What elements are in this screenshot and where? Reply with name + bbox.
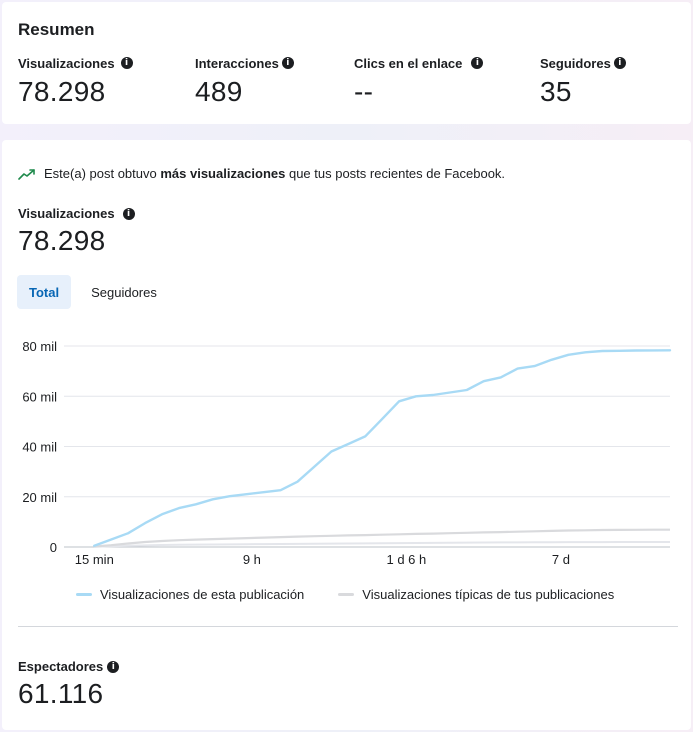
series-line-baseline bbox=[94, 541, 670, 548]
metric-seguidores: Seguidores i 35 bbox=[540, 55, 626, 108]
y-tick-label: 40 mil bbox=[22, 440, 57, 455]
metric-label: Clics en el enlace bbox=[354, 55, 463, 71]
metric-label: Seguidores bbox=[540, 55, 611, 71]
info-icon[interactable]: i bbox=[281, 57, 294, 69]
legend-item-post[interactable]: Visualizaciones de esta publicación bbox=[76, 587, 304, 602]
legend-label: Visualizaciones de esta publicación bbox=[100, 587, 305, 602]
views-line-chart: 0 20 mil 40 mil 60 mil 80 mil 15 min 9 h 1 d 6 … bbox=[22, 339, 672, 567]
spectators-value: 61.116 bbox=[18, 678, 104, 709]
info-icon[interactable]: i bbox=[471, 57, 484, 69]
x-tick-label: 1 d 6 h bbox=[387, 552, 427, 567]
metric-value: -- bbox=[354, 76, 374, 107]
chart-tabs: Total Seguidores bbox=[17, 275, 169, 309]
x-tick-label: 7 d bbox=[552, 552, 570, 567]
info-icon[interactable]: i bbox=[120, 57, 133, 69]
tab-total[interactable]: Total bbox=[17, 275, 72, 309]
summary-title: Resumen bbox=[18, 20, 95, 39]
metric-clics-enlace: Clics en el enlace i -- bbox=[354, 55, 484, 108]
x-tick-label: 15 min bbox=[75, 552, 114, 567]
y-tick-label: 20 mil bbox=[22, 490, 57, 505]
y-tick-label: 80 mil bbox=[22, 339, 57, 354]
info-icon[interactable]: i bbox=[613, 57, 626, 69]
spectators-metric: Espectadores i 61.116 bbox=[18, 659, 120, 710]
metric-label: Visualizaciones bbox=[18, 55, 115, 71]
series-line-post bbox=[93, 349, 672, 547]
y-tick-label: 60 mil bbox=[22, 389, 57, 404]
series-line-typical bbox=[94, 528, 670, 548]
insight-text: Este(a) post obtuvo más visualizaciones … bbox=[44, 166, 506, 181]
legend-item-typical[interactable]: Visualizaciones típicas de tus publicaci… bbox=[338, 587, 614, 602]
views-metric: Visualizaciones i 78.298 bbox=[18, 206, 135, 257]
views-insight-card: Este(a) post obtuvo más visualizaciones … bbox=[2, 140, 691, 730]
info-icon[interactable]: i bbox=[107, 660, 120, 673]
metric-value: 35 bbox=[540, 76, 572, 107]
metric-value: 78.298 bbox=[18, 76, 106, 107]
info-icon[interactable]: i bbox=[122, 207, 135, 220]
views-label: Visualizaciones bbox=[18, 206, 115, 221]
tab-seguidores[interactable]: Seguidores bbox=[91, 284, 157, 300]
spectators-label: Espectadores bbox=[18, 659, 104, 674]
legend-swatch bbox=[338, 593, 355, 596]
summary-card: Resumen Visualizaciones i 78.298 Interac… bbox=[2, 2, 691, 124]
legend-swatch bbox=[76, 593, 92, 596]
metric-visualizaciones: Visualizaciones i 78.298 bbox=[18, 55, 133, 108]
legend-label: Visualizaciones típicas de tus publicaci… bbox=[362, 587, 615, 602]
metric-interacciones: Interacciones i 489 bbox=[195, 55, 294, 108]
chart-legend: Visualizaciones de esta publicación Visu… bbox=[76, 587, 614, 602]
views-value: 78.298 bbox=[18, 225, 106, 256]
metric-value: 489 bbox=[195, 76, 243, 107]
insight-message: Este(a) post obtuvo más visualizaciones … bbox=[18, 166, 505, 181]
y-tick-label: 0 bbox=[50, 540, 57, 555]
x-tick-label: 9 h bbox=[243, 552, 261, 567]
trending-up-icon bbox=[18, 168, 35, 180]
metric-label: Interacciones bbox=[195, 55, 279, 71]
divider bbox=[18, 626, 678, 627]
